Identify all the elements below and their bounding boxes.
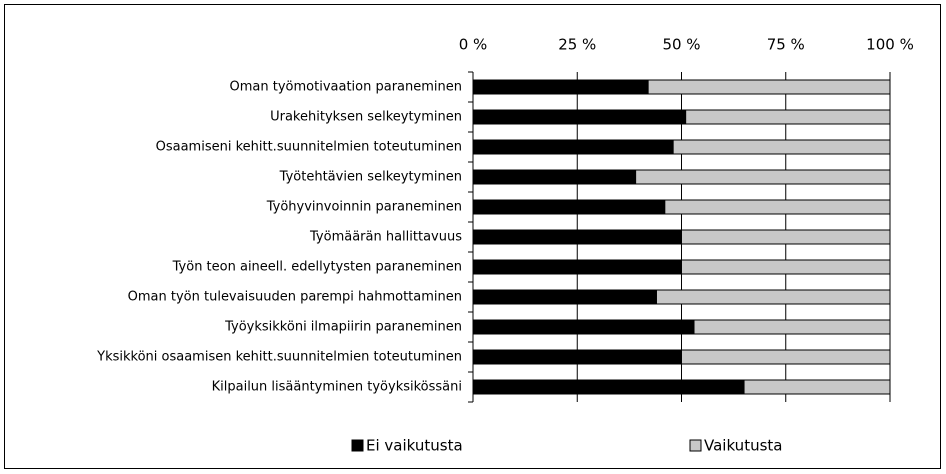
bar-segment (664, 199, 891, 215)
bar-segment (693, 319, 891, 335)
legend-swatch (351, 439, 364, 452)
bar-segment (472, 259, 682, 275)
bar-segment (472, 139, 674, 155)
x-tick-label: 25 % (558, 36, 596, 54)
y-tick-label: Oman työn tulevaisuuden parempi hahmotta… (128, 290, 462, 305)
bar-segment (472, 109, 687, 125)
x-tick-label: 0 % (459, 36, 488, 54)
y-tick-label: Työhyvinvoinnin paraneminen (266, 200, 462, 215)
bar-segment (743, 379, 891, 395)
bar-segment (472, 229, 682, 245)
y-tick-label: Yksikköni osaamisen kehitt.suunnitelmien… (96, 350, 462, 365)
bar-segment (472, 289, 657, 305)
y-tick-label: Oman työmotivaation paraneminen (230, 80, 462, 95)
y-tick-label: Osaamiseni kehitt.suunnitelmien toteutum… (156, 140, 462, 155)
bar-segment (672, 139, 891, 155)
bar-segment (647, 79, 891, 95)
bar-segment (472, 349, 682, 365)
bar-segment (685, 109, 891, 125)
bar-segment (681, 229, 891, 245)
bar-segment (472, 379, 745, 395)
legend-label: Vaikutusta (704, 437, 782, 455)
y-tick-label: Työmäärän hallittavuus (309, 230, 462, 245)
bar-segment (472, 79, 649, 95)
bar-segment (472, 319, 695, 335)
bar-segment (655, 289, 891, 305)
x-tick-label: 100 % (866, 36, 914, 54)
bar-segment (472, 169, 637, 185)
y-tick-label: Työyksikköni ilmapiirin paraneminen (224, 320, 462, 335)
x-tick-label: 75 % (767, 36, 805, 54)
bar-segment (635, 169, 891, 185)
bar-segment (681, 349, 891, 365)
y-tick-label: Työtehtävien selkeytyminen (279, 170, 462, 185)
bar-segment (681, 259, 891, 275)
bar-segment (472, 199, 666, 215)
y-tick-label: Työn teon aineell. edellytysten paranemi… (172, 260, 462, 275)
x-tick-label: 50 % (662, 36, 700, 54)
legend-swatch (689, 439, 702, 452)
y-tick-label: Urakehityksen selkeytyminen (270, 110, 462, 125)
y-tick-label: Kilpailun lisääntyminen työyksikössäni (212, 380, 462, 395)
legend-label: Ei vaikutusta (366, 437, 463, 455)
